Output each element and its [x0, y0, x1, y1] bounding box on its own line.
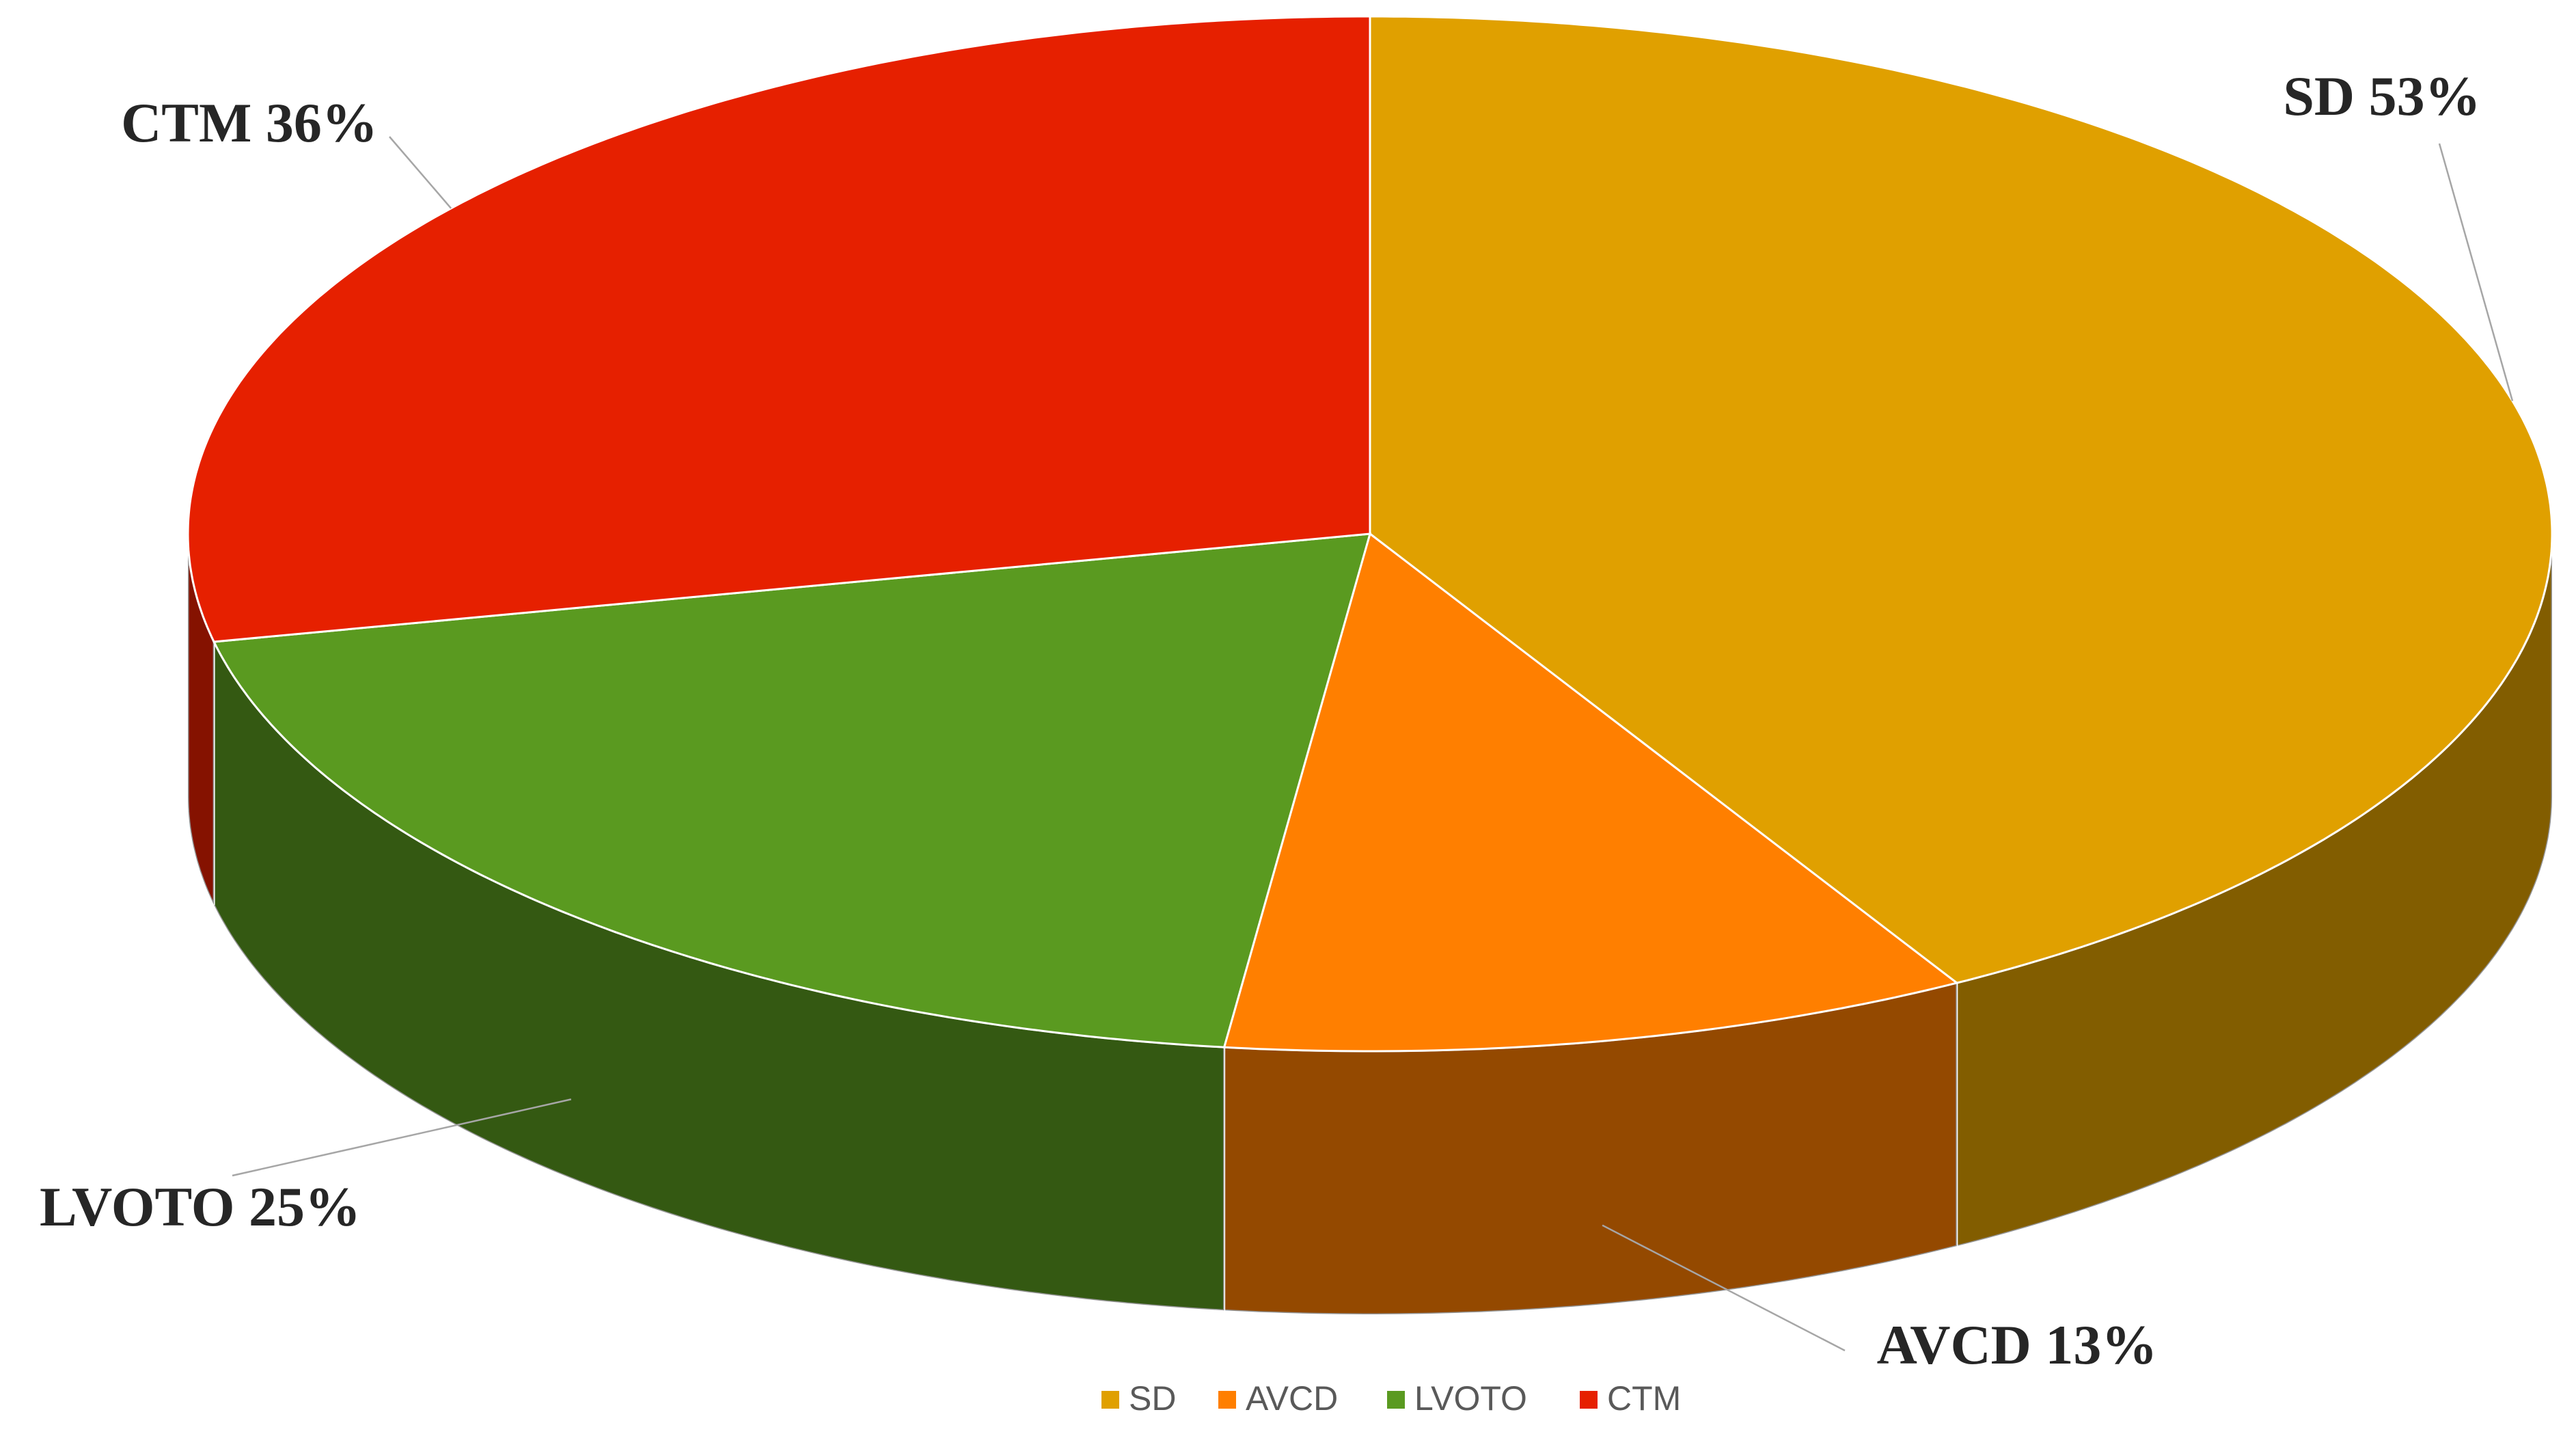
- leader-line: [2438, 143, 2514, 401]
- slice-side-shade: [188, 534, 215, 905]
- legend-swatch: [1218, 1391, 1236, 1409]
- legend-swatch: [1101, 1391, 1119, 1409]
- leader-line: [232, 1098, 572, 1177]
- legend-label: LVOTO: [1414, 1379, 1527, 1418]
- data-label: LVOTO 25%: [40, 1176, 361, 1238]
- data-label: AVCD 13%: [1877, 1314, 2158, 1376]
- leader-line: [1602, 1224, 1846, 1352]
- legend-label: AVCD: [1246, 1379, 1338, 1418]
- slice: [187, 15, 1371, 643]
- legend-label: SD: [1129, 1379, 1176, 1418]
- slice: [1222, 532, 1960, 1053]
- legend-swatch: [1387, 1391, 1405, 1409]
- data-label: CTM 36%: [121, 92, 378, 154]
- leader-line: [389, 136, 452, 209]
- slice-side-shade: [214, 642, 1224, 1311]
- slice-side-shade: [1956, 534, 2552, 1247]
- slice-side-shade: [1224, 983, 1957, 1314]
- legend-label: CTM: [1607, 1379, 1681, 1418]
- slice: [212, 532, 1372, 1048]
- data-label: SD 53%: [2283, 65, 2480, 127]
- legend-swatch: [1580, 1391, 1598, 1409]
